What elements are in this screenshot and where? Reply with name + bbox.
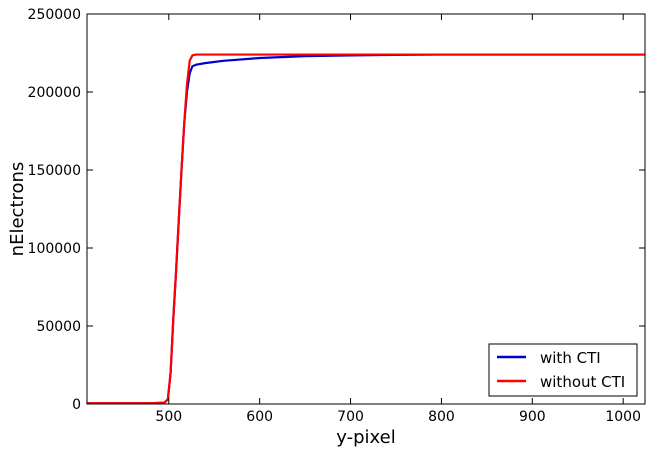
y-tick-label: 150000: [28, 163, 81, 179]
y-tick-label: 200000: [28, 85, 81, 101]
legend-label-without-cti: without CTI: [540, 373, 625, 391]
plot-frame: [86, 13, 646, 405]
y-tick-label: 100000: [28, 241, 81, 257]
x-tick-label: 500: [155, 409, 182, 425]
x-tick-label: 900: [519, 409, 546, 425]
x-axis-title: y-pixel: [336, 427, 395, 448]
x-tick-label: 600: [246, 409, 273, 425]
series-layer: [87, 53, 645, 405]
series-line-without-cti: [87, 53, 645, 405]
y-tick-label: 250000: [28, 7, 81, 23]
y-tick-label: 0: [72, 397, 81, 413]
x-tick-label: 1000: [605, 409, 641, 425]
y-tick-label: 50000: [36, 319, 81, 335]
tick-layer: 500 600 700 800 900 1000 0 50000 100000 150000 200…: [28, 7, 645, 425]
x-tick-label: 800: [428, 409, 455, 425]
legend: with CTI without CTI: [488, 343, 638, 397]
x-tick-label: 700: [337, 409, 364, 425]
y-axis-title: nElectrons: [7, 162, 28, 257]
legend-box: [488, 343, 638, 397]
legend-label-with-cti: with CTI: [540, 349, 601, 367]
